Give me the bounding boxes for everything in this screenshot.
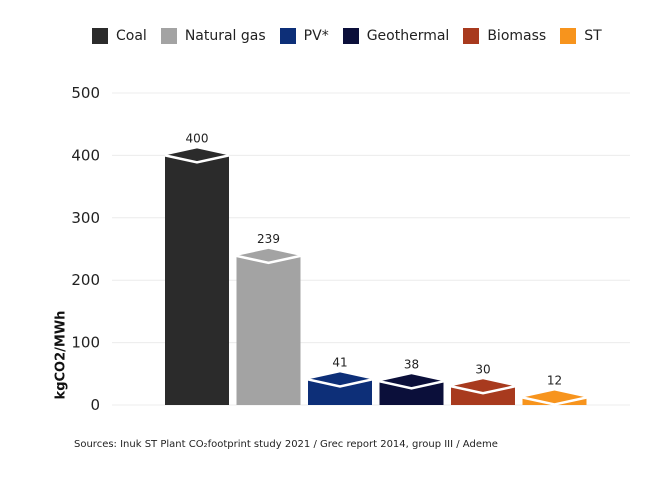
data-label: 12 (547, 374, 562, 388)
bar-edge (522, 396, 587, 406)
data-label: 400 (186, 131, 209, 145)
legend-item-5: ST (560, 28, 602, 44)
legend-item-1: Natural gas (160, 28, 266, 44)
y-tick-label: 300 (71, 209, 100, 227)
legend-swatch (463, 28, 480, 44)
legend-label: Natural gas (184, 28, 266, 44)
bar-edge (307, 378, 373, 388)
bar-edge (379, 380, 444, 390)
legend-item-3: Geothermal (342, 28, 450, 44)
legend-swatch (160, 28, 177, 44)
y-tick-label: 0 (90, 396, 100, 414)
legend-item-2: PV* (279, 28, 329, 44)
bar-top (236, 248, 301, 263)
legend-label: Biomass (487, 28, 547, 44)
source-note: Sources: Inuk ST Plant CO₂footprint stud… (74, 439, 498, 450)
data-label: 41 (332, 355, 347, 369)
legend-item-0: Coal (92, 28, 147, 44)
legend-label: Coal (116, 28, 147, 44)
y-tick-label: 400 (71, 146, 100, 164)
legend-swatch (279, 28, 296, 44)
y-tick-label: 100 (71, 334, 100, 352)
legend: Coal Natural gas PV* Geothermal Biomass ST (92, 28, 602, 44)
legend-label: ST (584, 28, 602, 44)
legend-item-4: Biomass (463, 28, 546, 44)
bar (379, 381, 444, 405)
legend-swatch (560, 28, 577, 44)
legend-swatch (92, 28, 108, 44)
legend-label: Geothermal (366, 28, 450, 44)
data-label: 30 (475, 362, 490, 376)
y-tick-label: 200 (71, 271, 100, 289)
data-label: 239 (257, 232, 280, 246)
legend-label: PV* (303, 28, 329, 44)
bar (236, 255, 301, 405)
legend-swatch (342, 28, 359, 44)
bar-edge (236, 254, 301, 265)
bar-edge (164, 154, 230, 164)
y-tick-label: 500 (71, 84, 100, 102)
data-label: 38 (404, 357, 419, 371)
bar-edge (450, 385, 516, 395)
bar (165, 155, 229, 405)
